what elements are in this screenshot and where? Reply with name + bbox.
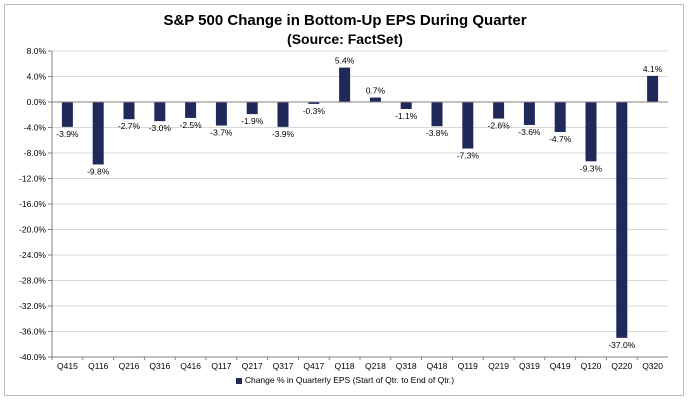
- bar: [400, 102, 412, 110]
- bar: [616, 102, 628, 338]
- x-tick-label: Q415: [57, 361, 78, 371]
- bar: [554, 102, 566, 132]
- data-label: -9.3%: [580, 163, 603, 173]
- x-tick-label: Q117: [211, 361, 231, 371]
- data-label: -2.5%: [179, 120, 202, 130]
- bar: [123, 102, 135, 120]
- y-tick-label: -28.0%: [19, 276, 46, 286]
- x-tick-label: Q320: [642, 361, 663, 371]
- y-tick-label: 0.0%: [27, 97, 47, 107]
- y-tick-label: -36.0%: [19, 327, 46, 337]
- x-tick-label: Q218: [365, 361, 386, 371]
- data-label: 4.1%: [643, 64, 663, 74]
- bar: [369, 97, 381, 102]
- bar: [339, 67, 351, 102]
- bar: [585, 102, 597, 162]
- data-label: -3.8%: [426, 128, 449, 138]
- y-tick-label: -32.0%: [19, 301, 46, 311]
- x-tick-label: Q316: [149, 361, 170, 371]
- data-label: -3.6%: [518, 127, 541, 137]
- bar: [92, 102, 104, 165]
- y-tick-label: -24.0%: [19, 250, 46, 260]
- data-label: 5.4%: [335, 56, 355, 66]
- data-label: -0.3%: [303, 106, 326, 116]
- y-tick-label: 8.0%: [27, 46, 47, 56]
- x-tick-label: Q219: [488, 361, 509, 371]
- x-tick-label: Q119: [458, 361, 478, 371]
- x-tick-label: Q416: [180, 361, 201, 371]
- bar: [215, 102, 227, 126]
- y-tick-label: -16.0%: [19, 199, 46, 209]
- legend-swatch: [235, 377, 242, 384]
- bar: [246, 102, 258, 115]
- chart-title: S&P 500 Change in Bottom-Up EPS During Q…: [163, 12, 527, 29]
- x-tick-label: Q417: [303, 361, 324, 371]
- data-label: -1.1%: [395, 111, 418, 121]
- x-tick-label: Q118: [335, 361, 355, 371]
- bar: [647, 75, 659, 102]
- x-tick-label: Q319: [519, 361, 540, 371]
- x-tick-label: Q317: [273, 361, 294, 371]
- data-label: -3.0%: [149, 123, 172, 133]
- x-tick-label: Q318: [396, 361, 417, 371]
- chart-subtitle: (Source: FactSet): [287, 31, 403, 47]
- bar: [493, 102, 505, 119]
- x-tick-label: Q116: [88, 361, 108, 371]
- bar: [308, 102, 320, 104]
- y-tick-label: -4.0%: [24, 123, 47, 133]
- data-label: -3.7%: [210, 128, 233, 138]
- bar: [431, 102, 443, 127]
- legend: Change % in Quarterly EPS (Start of Qtr.…: [0, 375, 690, 385]
- x-tick-label: Q120: [581, 361, 602, 371]
- y-tick-label: -40.0%: [19, 352, 46, 362]
- data-label: 0.7%: [366, 86, 386, 96]
- bar: [185, 102, 197, 118]
- bar: [462, 102, 474, 149]
- data-label: -2.7%: [118, 121, 141, 131]
- data-label: -1.9%: [241, 116, 264, 126]
- bar: [61, 102, 73, 127]
- bar: [154, 102, 166, 122]
- data-label: -4.7%: [549, 134, 572, 144]
- bar: [277, 102, 289, 127]
- x-tick-label: Q419: [550, 361, 571, 371]
- data-label: -9.8%: [87, 166, 110, 176]
- y-tick-label: 4.0%: [27, 72, 47, 82]
- data-label: -7.3%: [457, 151, 480, 161]
- x-tick-label: Q216: [119, 361, 140, 371]
- y-tick-label: -20.0%: [19, 225, 46, 235]
- data-label: -3.9%: [272, 129, 295, 139]
- y-tick-label: -8.0%: [24, 148, 47, 158]
- x-tick-label: Q418: [427, 361, 448, 371]
- x-tick-label: Q217: [242, 361, 263, 371]
- data-label: -3.9%: [56, 129, 79, 139]
- x-tick-label: Q220: [611, 361, 632, 371]
- y-tick-label: -12.0%: [19, 174, 46, 184]
- data-label: -37.0%: [608, 340, 635, 350]
- data-label: -2.6%: [487, 121, 510, 131]
- bar: [523, 102, 535, 125]
- legend-label: Change % in Quarterly EPS (Start of Qtr.…: [244, 375, 455, 385]
